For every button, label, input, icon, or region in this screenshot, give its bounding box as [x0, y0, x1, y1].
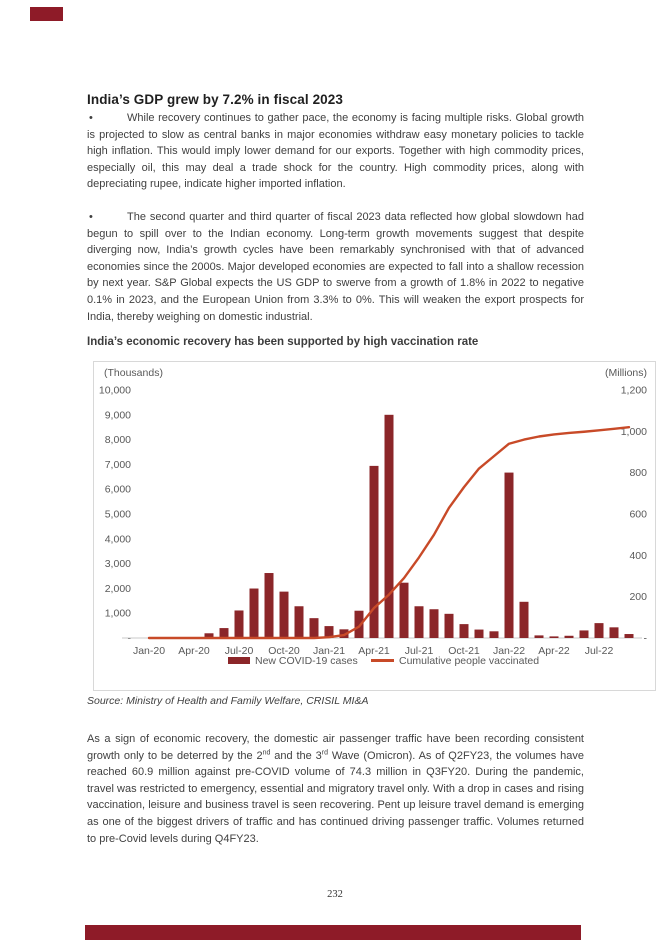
closing-paragraph: As a sign of economic recovery, the dome…: [87, 733, 584, 845]
bar-new-covid-cases: [234, 610, 244, 638]
combo-chart-svg: (Thousands) (Millions) - 1,000 2,000 3,000 4,0…: [99, 367, 648, 667]
x-axis-tick-label: Oct-21: [448, 645, 480, 657]
bar-new-covid-cases: [339, 629, 349, 638]
bar-new-covid-cases: [579, 630, 589, 638]
right-axis-tick-label: 1,200: [621, 385, 647, 397]
right-axis-tick-label: 600: [629, 509, 647, 521]
bar-new-covid-cases: [444, 613, 454, 638]
left-axis-tick-label: 3,000: [105, 558, 131, 570]
bar-new-covid-cases: [474, 629, 484, 638]
left-axis-tick-label: 9,000: [105, 409, 131, 421]
bar-new-covid-cases: [369, 465, 379, 638]
bar-new-covid-cases: [324, 626, 334, 638]
bar-new-covid-cases: [609, 627, 619, 638]
bar-new-covid-cases: [279, 591, 289, 638]
bar-new-covid-cases: [519, 601, 529, 638]
x-axis-tick-label: Jul-22: [585, 645, 614, 657]
left-axis-tick-label: 5,000: [105, 509, 131, 521]
x-axis-tick-label: Jan-20: [133, 645, 165, 657]
x-axis-tick-label: Jul-20: [225, 645, 254, 657]
x-axis-tick-label: Apr-21: [358, 645, 390, 657]
bar-new-covid-cases: [414, 606, 424, 638]
brand-logo-block: [30, 7, 63, 21]
x-axis-tick-label: Apr-20: [178, 645, 210, 657]
bar-new-covid-cases: [354, 610, 364, 638]
chart: (Thousands) (Millions) - 1,000 2,000 3,000 4,0…: [93, 361, 656, 691]
x-axis-tick-label: Jul-21: [405, 645, 434, 657]
bar-new-covid-cases: [309, 618, 319, 638]
bar-new-covid-cases: [564, 635, 574, 638]
right-axis-unit-label: (Millions): [605, 367, 647, 379]
source-note: Source: Ministry of Health and Family We…: [87, 695, 369, 707]
bullet-paragraph-2: • The second quarter and third quarter o…: [87, 209, 584, 325]
x-axis-tick-label: Oct-20: [268, 645, 300, 657]
line-cumulative-vaccinated: [147, 425, 631, 640]
bar-new-covid-cases: [489, 631, 499, 638]
right-axis-tick-label: 1,000: [621, 426, 647, 438]
left-axis-tick-label: 10,000: [99, 385, 131, 397]
bar-new-covid-cases: [264, 573, 274, 638]
right-axis-tick-label: -: [644, 633, 648, 645]
left-axis-tick-label: 2,000: [105, 583, 131, 595]
bar-new-covid-cases: [504, 472, 514, 638]
left-axis-tick-label: 4,000: [105, 533, 131, 545]
right-axis-tick-label: 400: [629, 550, 647, 562]
bullet-paragraph-2-text: The second quarter and third quarter of …: [87, 211, 584, 323]
chart-heading: India’s economic recovery has been suppo…: [87, 336, 479, 348]
bar-new-covid-cases: [249, 588, 259, 638]
x-axis-tick-label: Apr-22: [538, 645, 570, 657]
bar-new-covid-cases: [204, 633, 214, 638]
legend-label-covid-cases: New COVID-19 cases: [255, 655, 358, 667]
bar-new-covid-cases: [294, 606, 304, 638]
x-axis-tick-label: Jan-21: [313, 645, 345, 657]
footer-redaction-bar: [85, 925, 581, 940]
page-number: 232: [327, 889, 343, 900]
legend-bar-swatch: [228, 657, 250, 664]
bar-new-covid-cases: [624, 634, 634, 638]
left-axis-unit-label: (Thousands): [104, 367, 163, 379]
bar-new-covid-cases: [534, 635, 544, 638]
bar-new-covid-cases: [399, 582, 409, 638]
bar-new-covid-cases: [594, 623, 604, 638]
bar-new-covid-cases: [459, 624, 469, 638]
x-axis-tick-label: Jan-22: [493, 645, 525, 657]
left-axis-tick-label: 1,000: [105, 608, 131, 620]
left-axis-tick-label: 7,000: [105, 459, 131, 471]
bullet-icon: •: [89, 211, 93, 223]
bar-new-covid-cases: [219, 628, 229, 638]
bar-new-covid-cases: [429, 609, 439, 638]
bullet-paragraph-1-text: While recovery continues to gather pace,…: [87, 112, 584, 191]
left-axis-tick-label: 8,000: [105, 434, 131, 446]
bullet-paragraph-1: • While recovery continues to gather pac…: [87, 110, 584, 193]
right-axis-tick-label: 200: [629, 591, 647, 603]
right-axis-tick-label: 800: [629, 467, 647, 479]
legend-label-vaccinated: Cumulative people vaccinated: [399, 655, 539, 667]
bar-new-covid-cases: [384, 414, 394, 638]
bullet-icon: •: [89, 112, 93, 124]
page-title: India’s GDP grew by 7.2% in fiscal 2023: [87, 92, 344, 108]
bar-new-covid-cases: [549, 636, 559, 638]
left-axis-tick-label: 6,000: [105, 484, 131, 496]
